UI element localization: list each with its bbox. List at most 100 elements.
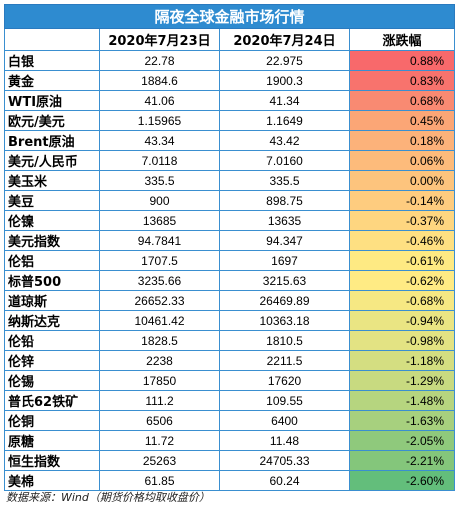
row-change: -2.60% — [348, 470, 456, 491]
row-value-date-1: 1828.5 — [99, 330, 220, 351]
header-name — [4, 28, 100, 51]
row-value-date-2: 13635 — [219, 210, 350, 231]
row-change: -1.63% — [348, 410, 456, 431]
row-change: 0.68% — [348, 90, 456, 111]
row-value-date-1: 1707.5 — [99, 250, 220, 271]
row-value-date-1: 335.5 — [99, 170, 220, 191]
table-row: 美玉米 335.5 335.5 0.00% — [4, 170, 456, 191]
row-value-date-1: 10461.42 — [99, 310, 220, 331]
row-value-date-2: 1.1649 — [219, 110, 350, 131]
row-value-date-2: 3215.63 — [219, 270, 350, 291]
row-value-date-1: 111.2 — [99, 390, 220, 411]
row-value-date-1: 26652.33 — [99, 290, 220, 311]
table-row: 普氏62铁矿 111.2 109.55 -1.48% — [4, 390, 456, 411]
table-row: 伦铝 1707.5 1697 -0.61% — [4, 250, 456, 271]
row-name: 伦锡 — [4, 370, 100, 391]
table-row: 标普500 3235.66 3215.63 -0.62% — [4, 270, 456, 291]
row-value-date-2: 6400 — [219, 410, 350, 431]
market-table: 隔夜全球金融市场行情 2020年7月23日 2020年7月24日 涨跌幅 白银 2… — [3, 4, 456, 491]
row-change: 0.06% — [348, 150, 456, 171]
row-change: -2.21% — [348, 450, 456, 471]
table-row: 美元/人民币 7.0118 7.0160 0.06% — [4, 150, 456, 171]
row-value-date-1: 41.06 — [99, 90, 220, 111]
row-change: -1.29% — [348, 370, 456, 391]
row-value-date-2: 26469.89 — [219, 290, 350, 311]
row-value-date-2: 24705.33 — [219, 450, 350, 471]
header-change: 涨跌幅 — [348, 28, 456, 51]
row-change: -0.62% — [348, 270, 456, 291]
row-change: -0.94% — [348, 310, 456, 331]
table-row: 白银 22.78 22.975 0.88% — [4, 50, 456, 71]
row-name: 伦锌 — [4, 350, 100, 371]
row-change: -0.68% — [348, 290, 456, 311]
row-change: -1.48% — [348, 390, 456, 411]
row-name: 欧元/美元 — [4, 110, 100, 131]
row-name: 普氏62铁矿 — [4, 390, 100, 411]
table-row: 原糖 11.72 11.48 -2.05% — [4, 430, 456, 451]
row-change: -0.61% — [348, 250, 456, 271]
row-value-date-2: 17620 — [219, 370, 350, 391]
row-change: 0.18% — [348, 130, 456, 151]
table-row: 欧元/美元 1.15965 1.1649 0.45% — [4, 110, 456, 131]
row-name: 美棉 — [4, 470, 100, 491]
row-change: -0.98% — [348, 330, 456, 351]
row-name: 伦铅 — [4, 330, 100, 351]
row-value-date-1: 1884.6 — [99, 70, 220, 91]
row-change: 0.00% — [348, 170, 456, 191]
row-name: 黄金 — [4, 70, 100, 91]
row-value-date-1: 1.15965 — [99, 110, 220, 131]
row-change: -2.05% — [348, 430, 456, 451]
row-name: 伦铝 — [4, 250, 100, 271]
row-value-date-1: 13685 — [99, 210, 220, 231]
row-value-date-2: 10363.18 — [219, 310, 350, 331]
row-value-date-2: 335.5 — [219, 170, 350, 191]
table-row: 伦锡 17850 17620 -1.29% — [4, 370, 456, 391]
row-value-date-2: 1900.3 — [219, 70, 350, 91]
row-value-date-1: 11.72 — [99, 430, 220, 451]
footnote: 数据来源：Wind（期货价格均取收盘价） — [6, 491, 210, 504]
row-change: -0.46% — [348, 230, 456, 251]
table-row: 纳斯达克 10461.42 10363.18 -0.94% — [4, 310, 456, 331]
table-row: 伦锌 2238 2211.5 -1.18% — [4, 350, 456, 371]
table-row: 道琼斯 26652.33 26469.89 -0.68% — [4, 290, 456, 311]
row-change: 0.83% — [348, 70, 456, 91]
table-row: 伦铅 1828.5 1810.5 -0.98% — [4, 330, 456, 351]
header-date-2: 2020年7月24日 — [219, 28, 350, 51]
table-row: 美元指数 94.7841 94.347 -0.46% — [4, 230, 456, 251]
row-name: 恒生指数 — [4, 450, 100, 471]
row-value-date-2: 60.24 — [219, 470, 350, 491]
row-value-date-2: 43.42 — [219, 130, 350, 151]
row-value-date-2: 109.55 — [219, 390, 350, 411]
row-value-date-1: 17850 — [99, 370, 220, 391]
table-row: 美棉 61.85 60.24 -2.60% — [4, 470, 456, 491]
row-name: WTI原油 — [4, 90, 100, 111]
row-name: 美豆 — [4, 190, 100, 211]
row-change: -0.37% — [348, 210, 456, 231]
row-value-date-1: 3235.66 — [99, 270, 220, 291]
row-name: 道琼斯 — [4, 290, 100, 311]
row-value-date-1: 7.0118 — [99, 150, 220, 171]
row-value-date-1: 61.85 — [99, 470, 220, 491]
row-name: 标普500 — [4, 270, 100, 291]
table-row: 美豆 900 898.75 -0.14% — [4, 190, 456, 211]
table-header-row: 2020年7月23日 2020年7月24日 涨跌幅 — [4, 28, 456, 51]
table-row: 伦铜 6506 6400 -1.63% — [4, 410, 456, 431]
row-value-date-2: 41.34 — [219, 90, 350, 111]
row-value-date-1: 6506 — [99, 410, 220, 431]
row-value-date-1: 25263 — [99, 450, 220, 471]
table-row: WTI原油 41.06 41.34 0.68% — [4, 90, 456, 111]
row-change: -1.18% — [348, 350, 456, 371]
row-change: -0.14% — [348, 190, 456, 211]
row-value-date-2: 2211.5 — [219, 350, 350, 371]
table-title-row: 隔夜全球金融市场行情 — [3, 4, 456, 29]
header-date-1: 2020年7月23日 — [99, 28, 220, 51]
row-value-date-1: 22.78 — [99, 50, 220, 71]
table-row: 伦镍 13685 13635 -0.37% — [4, 210, 456, 231]
row-value-date-2: 11.48 — [219, 430, 350, 451]
row-change: 0.88% — [348, 50, 456, 71]
row-value-date-2: 1810.5 — [219, 330, 350, 351]
row-name: 美玉米 — [4, 170, 100, 191]
table-row: Brent原油 43.34 43.42 0.18% — [4, 130, 456, 151]
row-name: 伦镍 — [4, 210, 100, 231]
